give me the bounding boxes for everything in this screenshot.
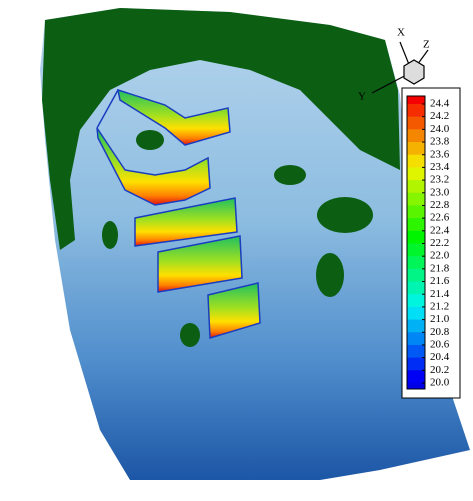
colorbar-label: 21.2: [430, 300, 449, 312]
land: [42, 8, 400, 250]
colorbar-band: [407, 180, 425, 194]
colorbar-band: [407, 306, 425, 321]
colorbar-label: 20.2: [430, 364, 449, 376]
colorbar-band: [407, 344, 425, 359]
colorbar-band: [407, 268, 425, 283]
island: [136, 130, 164, 150]
colorbar-label: 20.6: [430, 338, 450, 350]
colorbar-label: 21.4: [430, 288, 450, 300]
colorbar-label: 22.2: [430, 237, 449, 249]
colorbar-label: 24.0: [430, 123, 450, 135]
island: [316, 253, 344, 297]
colorbar-band: [407, 116, 425, 130]
colorbar-label: 24.2: [430, 110, 449, 122]
colorbar-label: 22.4: [430, 224, 450, 236]
island: [317, 197, 373, 233]
colorbar-band: [407, 281, 425, 295]
colorbar-label: 22.0: [430, 250, 450, 262]
colorbar-band: [407, 104, 425, 118]
colorbar-label: 20.0: [430, 377, 450, 389]
curtain: [134, 197, 238, 247]
colorbar-label: 20.8: [430, 326, 450, 338]
island: [180, 323, 200, 347]
colorbar-band: [407, 332, 425, 346]
colorbar-label: 21.8: [430, 262, 450, 274]
colorbar-band: [407, 96, 425, 105]
colorbar-band: [407, 167, 425, 181]
colorbar-label: 23.8: [430, 136, 450, 148]
curtain-top: [96, 89, 119, 129]
colorbar-band: [407, 154, 425, 168]
axis-label-x: X: [397, 27, 405, 39]
colorbar-band: [407, 218, 425, 232]
colorbar-label: 24.4: [430, 98, 450, 110]
colorbar-band: [407, 357, 425, 371]
colorbar-band: [407, 383, 425, 389]
colorbar-band: [407, 370, 425, 384]
curtain: [207, 282, 261, 339]
island: [274, 165, 306, 185]
colorbar-label: 22.8: [430, 199, 450, 211]
colorbar-band: [407, 256, 425, 270]
colorbar-band: [407, 129, 425, 143]
colorbar-label: 21.6: [430, 275, 450, 287]
colorbar-label: 23.6: [430, 148, 450, 160]
colorbar-frame: [406, 95, 426, 390]
axis-triad: [371, 41, 429, 94]
colorbar-band: [407, 230, 425, 244]
island: [102, 221, 118, 249]
colorbar-band: [407, 319, 425, 333]
colorbar-band: [407, 192, 425, 206]
colorbar-label: 23.2: [430, 174, 449, 186]
colorbar-band: [407, 142, 425, 156]
curtain: [96, 127, 211, 206]
colorbar-label: 23.4: [430, 161, 450, 173]
colorbar-label: 22.6: [430, 212, 450, 224]
axis-label-y: Y: [358, 91, 366, 103]
colorbar-band: [407, 243, 425, 257]
curtains: [96, 88, 261, 339]
colorbar-label: 20.4: [430, 351, 450, 363]
curtain: [157, 235, 243, 293]
colorbar-label: 23.0: [430, 186, 450, 198]
colorbar: 24.424.224.023.823.623.423.223.022.822.6…: [406, 95, 450, 390]
colorbar-band: [407, 294, 425, 308]
curtain: [117, 88, 231, 146]
colorbar-band: [407, 205, 425, 219]
colorbar-label: 21.0: [430, 313, 450, 325]
axis-label-z: Z: [423, 39, 430, 51]
